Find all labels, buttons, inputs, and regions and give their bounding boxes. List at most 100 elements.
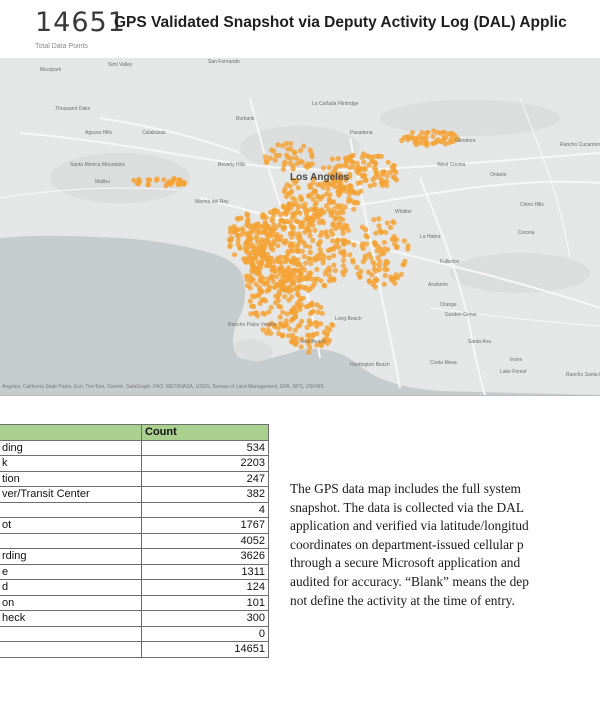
table-row: 4: [0, 501, 269, 518]
gps-point: [295, 323, 301, 329]
gps-point: [288, 146, 294, 152]
gps-point: [131, 177, 137, 183]
gps-point: [296, 261, 302, 267]
gps-point: [398, 271, 404, 277]
gps-point: [281, 254, 287, 261]
gps-point: [345, 227, 351, 233]
gps-point: [327, 192, 333, 198]
gps-point: [161, 177, 167, 183]
gps-point: [325, 186, 331, 192]
gps-point: [306, 270, 312, 276]
gps-point: [275, 297, 281, 304]
gps-point: [388, 224, 394, 231]
category-cell: e: [0, 563, 142, 580]
gps-point: [289, 215, 296, 221]
gps-point: [341, 241, 347, 247]
gps-point: [268, 275, 275, 281]
map-place-label: Fullerton: [440, 259, 460, 265]
gps-point: [435, 137, 441, 143]
gps-point: [280, 267, 286, 273]
gps-point: [282, 186, 288, 192]
map-place-label: Thousand Oaks: [55, 106, 91, 112]
gps-map[interactable]: Moorpark Simi Valley San Fernando Thousand …: [0, 58, 600, 395]
table-row: tion 247: [0, 470, 269, 487]
gps-point: [345, 239, 351, 245]
gps-point: [342, 163, 348, 169]
gps-point: [283, 140, 289, 146]
gps-point: [335, 222, 341, 228]
gps-point: [292, 150, 298, 156]
gps-point: [311, 281, 317, 287]
gps-point: [280, 309, 286, 315]
gps-point: [367, 183, 373, 189]
gps-point: [324, 331, 330, 338]
gps-point: [295, 204, 301, 210]
gps-point: [354, 264, 360, 270]
gps-point: [366, 162, 372, 168]
gps-point: [283, 318, 289, 324]
gps-point: [236, 233, 242, 239]
gps-point: [370, 154, 377, 160]
gps-point: [355, 271, 362, 277]
gps-point: [283, 193, 289, 200]
gps-point: [331, 262, 337, 268]
gps-point: [304, 324, 310, 330]
gps-point: [375, 255, 381, 261]
gps-point: [289, 234, 295, 240]
gps-point: [372, 174, 378, 180]
gps-point: [244, 239, 250, 245]
gps-point: [268, 242, 274, 249]
gps-point: [376, 262, 382, 268]
gps-point: [297, 238, 303, 245]
gps-point: [272, 259, 278, 265]
table-row: 0: [0, 625, 269, 642]
gps-point: [347, 171, 353, 177]
gps-point: [389, 164, 395, 170]
gps-point: [455, 136, 461, 142]
gps-point: [303, 304, 309, 310]
gps-point: [393, 177, 399, 183]
map-place-label: Garden Grove: [445, 312, 477, 318]
gps-point: [324, 325, 330, 331]
gps-point: [261, 243, 267, 249]
count-cell: 124: [141, 579, 269, 596]
gps-point: [264, 236, 270, 242]
gps-point: [343, 188, 349, 194]
category-cell: d: [0, 579, 142, 596]
gps-point: [247, 224, 253, 230]
gps-point: [308, 206, 314, 213]
gps-point: [245, 216, 251, 223]
gps-point: [252, 255, 258, 261]
gps-point: [308, 321, 314, 327]
gps-point: [299, 336, 305, 342]
gps-point: [241, 256, 247, 262]
gps-point: [387, 169, 393, 176]
description-line: not define the activity at the time of e…: [290, 592, 515, 608]
gps-point: [290, 316, 296, 322]
gps-point: [282, 294, 288, 300]
gps-point: [382, 266, 388, 272]
gps-point: [278, 286, 284, 292]
gps-point: [366, 251, 372, 257]
gps-point: [448, 138, 454, 144]
gps-point: [248, 255, 254, 261]
gps-point: [307, 184, 314, 190]
gps-point: [363, 177, 369, 183]
table-row: on 101: [0, 594, 269, 611]
gps-point: [263, 158, 269, 164]
gps-point: [226, 237, 232, 243]
table-row: ver/Transit Center 382: [0, 486, 269, 503]
gps-point: [315, 194, 321, 200]
map-canvas[interactable]: Moorpark Simi Valley San Fernando Thousand …: [0, 58, 600, 395]
gps-point: [313, 200, 319, 206]
table-row: e 1311: [0, 563, 269, 580]
gps-point: [277, 314, 283, 320]
gps-point: [307, 249, 313, 255]
gps-point: [289, 287, 295, 293]
gps-point: [326, 278, 333, 284]
gps-point: [137, 178, 143, 184]
gps-point: [300, 221, 306, 227]
description-line: application and verified via latitude/lo…: [290, 518, 529, 534]
map-place-label: Lake Forest: [500, 369, 527, 375]
gps-point: [269, 320, 275, 326]
